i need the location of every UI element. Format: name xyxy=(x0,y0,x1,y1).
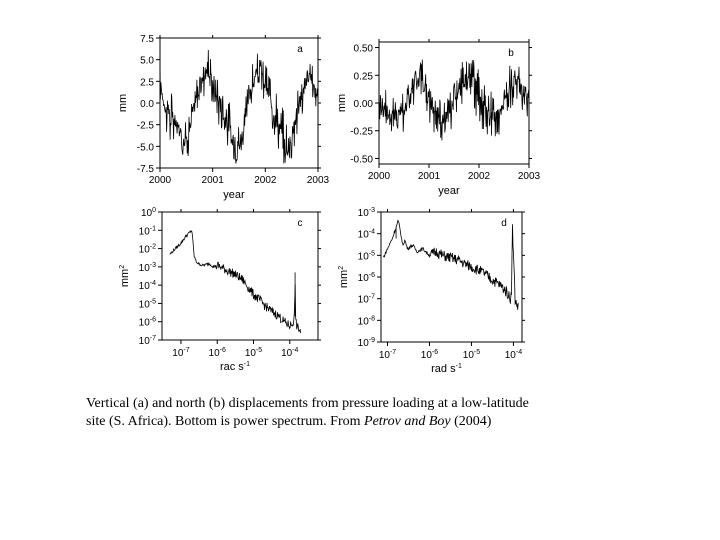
x-axis-label: rad s-1 xyxy=(431,363,462,375)
caption-line-1: Vertical (a) and north (b) displacements… xyxy=(86,396,529,411)
caption-line-2-end: (2004) xyxy=(450,414,492,429)
y-tick-label: 10-2 xyxy=(139,244,156,256)
y-tick-label: -7.5 xyxy=(137,164,155,175)
x-tick-label: 2002 xyxy=(468,171,491,182)
series-line-c xyxy=(169,230,302,334)
y-tick-label: 0.25 xyxy=(354,71,374,82)
series-line-a xyxy=(160,49,318,164)
y-tick-label: 10-4 xyxy=(358,229,375,241)
panel-letter: a xyxy=(297,44,303,55)
x-tick-label: 10-6 xyxy=(209,347,226,359)
y-tick-label: 10-7 xyxy=(358,294,375,306)
y-tick-label: 0.00 xyxy=(354,99,374,110)
caption-line-2-start: site (S. Africa). Bottom is power spectr… xyxy=(86,414,365,429)
panel-letter: c xyxy=(298,218,303,229)
y-tick-label: 10-1 xyxy=(139,225,156,237)
panel-c: c 100 10-1 10-2 10-3 10-4 10-5 10-6 10-7 10-7 10-6… xyxy=(119,207,321,373)
y-tick-label: 0.0 xyxy=(140,99,154,110)
y-tick-label: 10-8 xyxy=(358,315,375,327)
plot-frame xyxy=(380,211,523,343)
series xyxy=(379,59,529,141)
panel-b: b 0.50 0.25 0.00 -0.25 -0.50 2000 2001 2002 2003 y… xyxy=(336,39,541,197)
x-tick-label: 10-6 xyxy=(421,349,438,361)
y-axis-label: mm2 xyxy=(338,266,350,288)
x-tick-label: 10-4 xyxy=(505,349,522,361)
x-axis-label: year xyxy=(223,189,245,201)
series xyxy=(160,49,318,164)
series xyxy=(169,230,302,334)
panel-d: d 10-3 10-4 10-5 10-6 10-7 10-8 10-9 10-7 10-6 10-… xyxy=(338,207,525,375)
y-tick-label: 10-6 xyxy=(139,317,156,329)
y-tick-label: 10-3 xyxy=(358,207,375,219)
x-axis-label: rac s-1 xyxy=(220,361,250,373)
x-tick-label: 10-4 xyxy=(281,347,298,359)
panel-letter: b xyxy=(508,48,514,59)
y-tick-label: -5.0 xyxy=(137,142,155,153)
y-tick-label: 100 xyxy=(141,207,156,219)
y-tick-label: 10-9 xyxy=(358,337,375,349)
figure-caption: Vertical (a) and north (b) displacements… xyxy=(86,395,616,431)
plot-frame xyxy=(378,41,530,165)
y-tick-label: 0.50 xyxy=(354,44,374,55)
y-axis-label: mm xyxy=(336,94,348,112)
y-axis-label: mm xyxy=(117,94,129,112)
x-tick-label: 2001 xyxy=(418,171,441,182)
y-tick-label: 2.5 xyxy=(140,77,154,88)
series-line-d xyxy=(383,219,519,310)
y-tick-label: -0.50 xyxy=(350,154,373,165)
y-tick-label: 10-3 xyxy=(139,262,156,274)
x-tick-label: 10-5 xyxy=(463,349,480,361)
x-tick-label: 2001 xyxy=(202,175,225,186)
plot-frame xyxy=(161,211,319,341)
y-tick-label: 5.0 xyxy=(140,56,154,67)
x-tick-label: 10-7 xyxy=(172,347,189,359)
x-tick-label: 10-7 xyxy=(379,349,396,361)
y-axis-label: mm2 xyxy=(119,265,131,287)
y-tick-label: 10-4 xyxy=(139,280,156,292)
y-tick-label: 10-5 xyxy=(358,250,375,262)
y-tick-label: -2.5 xyxy=(137,121,155,132)
panel-letter: d xyxy=(501,218,507,229)
y-tick-label: 10-5 xyxy=(139,298,156,310)
y-tick-label: 10-7 xyxy=(139,335,156,347)
x-tick-label: 2002 xyxy=(254,175,277,186)
y-tick-label: 7.5 xyxy=(140,34,154,45)
series-line-b xyxy=(379,59,529,141)
x-tick-label: 2003 xyxy=(518,171,541,182)
y-tick-label: -0.25 xyxy=(350,127,373,138)
series xyxy=(383,219,519,310)
caption-citation-authors: Petrov and Boy xyxy=(364,414,451,429)
x-tick-label: 2000 xyxy=(149,175,172,186)
x-tick-label: 2000 xyxy=(368,171,391,182)
x-tick-label: 2003 xyxy=(307,175,330,186)
x-tick-label: 10-5 xyxy=(245,347,262,359)
x-axis-label: year xyxy=(438,185,460,197)
y-tick-label: 10-6 xyxy=(358,272,375,284)
